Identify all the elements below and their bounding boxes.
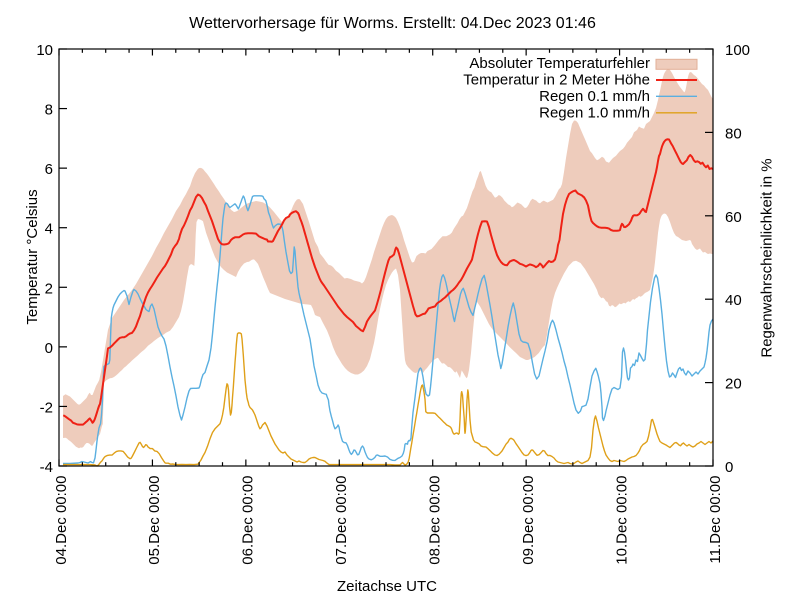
svg-text:Regen 1.0 mm/h: Regen 1.0 mm/h bbox=[539, 105, 650, 122]
svg-text:05.Dec 00:00: 05.Dec 00:00 bbox=[146, 476, 163, 565]
svg-text:-2: -2 bbox=[40, 399, 53, 416]
svg-text:11.Dec 00:00: 11.Dec 00:00 bbox=[707, 476, 724, 564]
svg-text:09.Dec 00:00: 09.Dec 00:00 bbox=[520, 476, 537, 565]
svg-text:Absoluter Temperaturfehler: Absoluter Temperaturfehler bbox=[469, 55, 650, 72]
svg-text:-4: -4 bbox=[40, 459, 53, 476]
svg-text:6: 6 bbox=[45, 161, 53, 178]
svg-text:Wettervorhersage für Worms. Er: Wettervorhersage für Worms. Erstellt: 04… bbox=[189, 15, 596, 32]
svg-text:08.Dec 00:00: 08.Dec 00:00 bbox=[427, 476, 444, 565]
svg-text:0: 0 bbox=[45, 340, 53, 357]
svg-text:100: 100 bbox=[725, 42, 750, 59]
svg-text:40: 40 bbox=[725, 292, 742, 309]
svg-text:Regen 0.1 mm/h: Regen 0.1 mm/h bbox=[539, 88, 650, 105]
svg-text:10: 10 bbox=[36, 42, 53, 59]
svg-text:Zeitachse UTC: Zeitachse UTC bbox=[337, 578, 437, 595]
svg-text:4: 4 bbox=[45, 221, 53, 238]
svg-text:06.Dec 00:00: 06.Dec 00:00 bbox=[240, 476, 257, 565]
svg-text:0: 0 bbox=[725, 459, 733, 476]
svg-text:8: 8 bbox=[45, 102, 53, 119]
svg-text:04.Dec 00:00: 04.Dec 00:00 bbox=[53, 476, 70, 565]
svg-text:10.Dec 00:00: 10.Dec 00:00 bbox=[613, 476, 630, 565]
svg-text:07.Dec 00:00: 07.Dec 00:00 bbox=[333, 476, 350, 565]
svg-text:20: 20 bbox=[725, 376, 742, 393]
svg-text:Regenwahrscheinlichkeit in %: Regenwahrscheinlichkeit in % bbox=[759, 158, 776, 357]
svg-text:Temperatur in 2 Meter Höhe: Temperatur in 2 Meter Höhe bbox=[463, 72, 650, 89]
svg-text:80: 80 bbox=[725, 125, 742, 142]
svg-text:Temperatur °Celsius: Temperatur °Celsius bbox=[24, 189, 41, 324]
svg-text:2: 2 bbox=[45, 280, 53, 297]
svg-text:60: 60 bbox=[725, 209, 742, 226]
